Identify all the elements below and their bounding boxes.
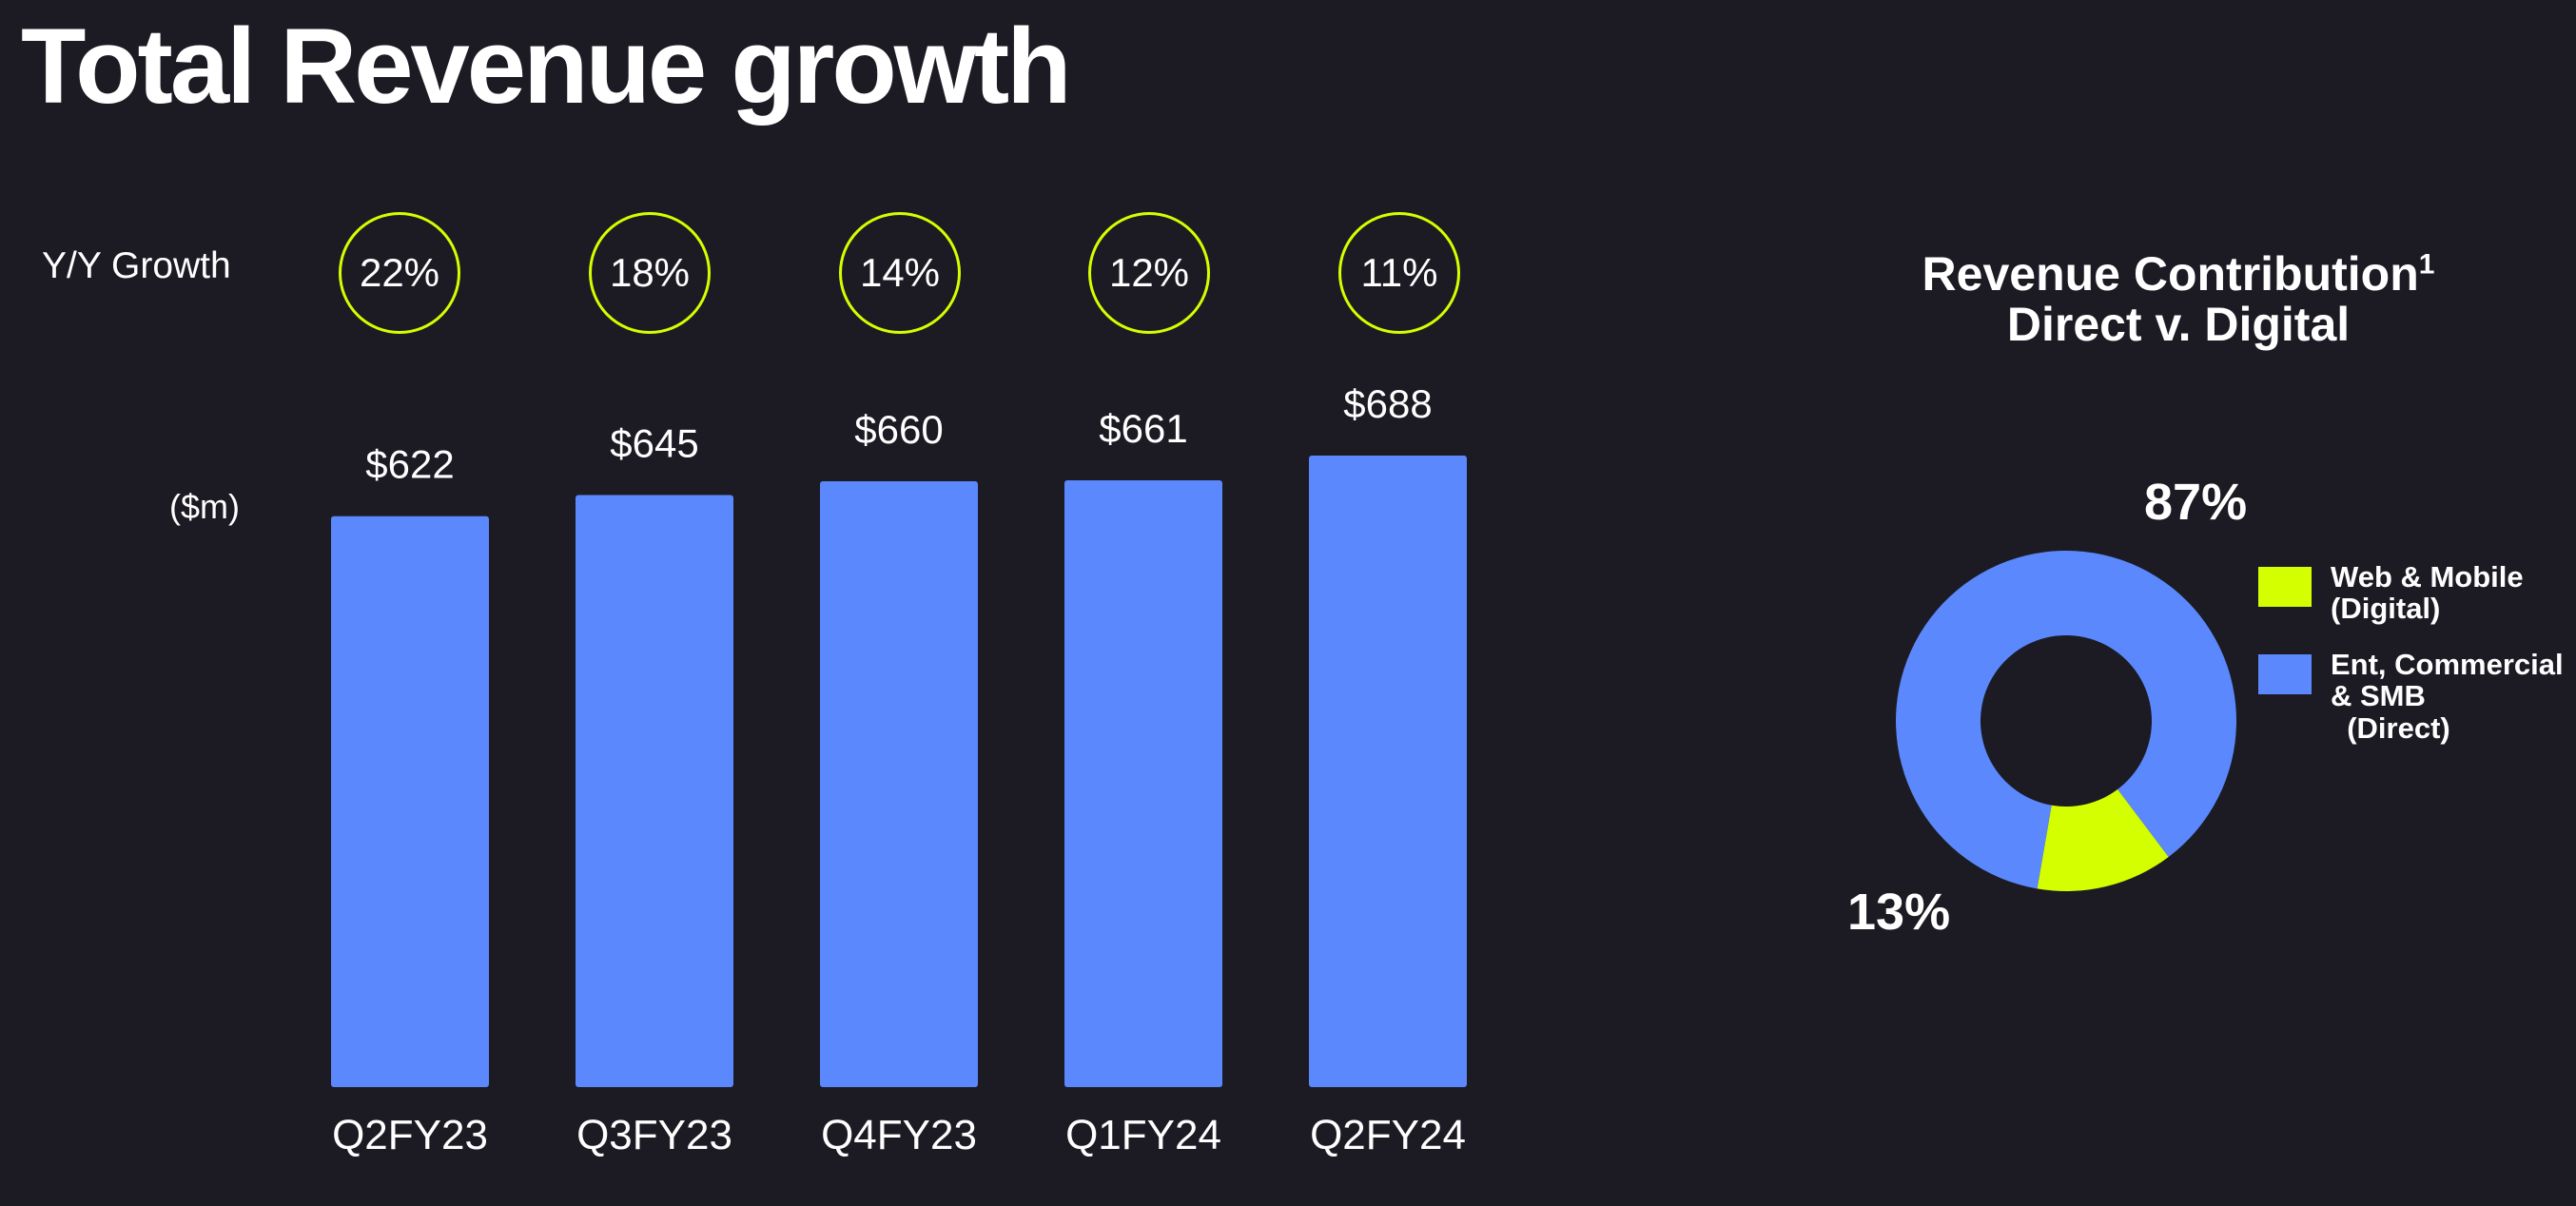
legend-item-digital: Web & Mobile (Digital) (2258, 561, 2524, 625)
bars-group: $622 Q2FY23 $645 Q3FY23 $660 Q4FY23 $661 Q1FY24… (331, 381, 1467, 1158)
category-label-Q2FY23: Q2FY23 (332, 1112, 488, 1158)
pie-label-digital: 13% (1847, 884, 1951, 941)
bar-Q1FY24 (1064, 480, 1222, 1088)
value-label-Q2FY23: $622 (365, 442, 454, 487)
bar-Q2FY24 (1309, 456, 1467, 1087)
category-label-Q2FY24: Q2FY24 (1310, 1112, 1466, 1158)
legend-swatch-digital (2258, 567, 2312, 607)
pie-title-text: Revenue Contribution (1922, 247, 2419, 301)
bar-Q2FY23 (331, 515, 489, 1087)
growth-badge-3: 12% (1088, 212, 1210, 334)
bar-Q4FY23 (820, 481, 978, 1087)
category-label-Q1FY24: Q1FY24 (1065, 1112, 1221, 1158)
pie-title: Revenue Contribution1 Direct v. Digital (1864, 249, 2492, 349)
category-label-Q3FY23: Q3FY23 (576, 1112, 732, 1158)
growth-badge-4: 11% (1338, 212, 1460, 334)
growth-badge-2: 14% (839, 212, 961, 334)
category-label-Q4FY23: Q4FY23 (821, 1112, 977, 1158)
value-label-Q4FY23: $660 (854, 407, 943, 452)
growth-badge-1: 18% (589, 212, 711, 334)
pie-label-direct: 87% (2144, 474, 2248, 531)
value-label-Q1FY24: $661 (1099, 406, 1187, 451)
yy-growth-label: Y/Y Growth (42, 245, 231, 286)
bar-Q3FY23 (576, 495, 733, 1087)
legend-item-direct: Ent, Commercial & SMB (Direct) (2258, 649, 2564, 744)
legend-label-direct: Ent, Commercial & SMB (Direct) (2331, 648, 2564, 745)
legend-label-digital: Web & Mobile (Digital) (2331, 560, 2524, 626)
page-title: Total Revenue growth (21, 7, 1072, 126)
value-label-Q2FY24: $688 (1343, 381, 1432, 426)
unit-label: ($m) (169, 487, 240, 526)
growth-badge-0: 22% (339, 212, 460, 334)
legend-swatch-direct (2258, 654, 2312, 694)
pie-title-footnote: 1 (2418, 248, 2435, 281)
value-label-Q3FY23: $645 (610, 421, 698, 466)
pie-subtitle: Direct v. Digital (2006, 297, 2351, 351)
